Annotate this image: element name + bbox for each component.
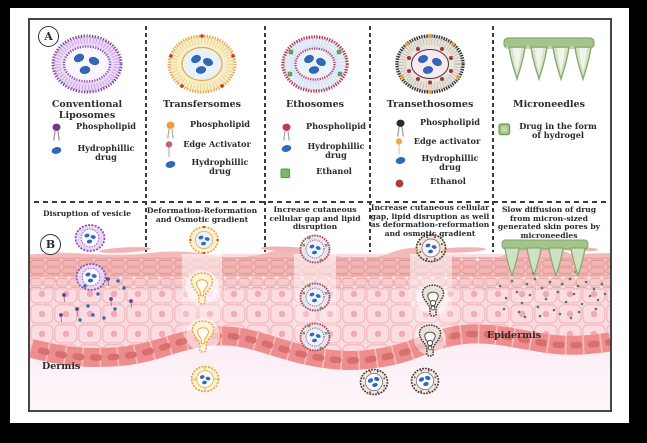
transfersome-deformed-upper	[185, 270, 219, 305]
column-title-microneedles: Microneedles	[513, 99, 585, 110]
conventional-liposome-surface	[74, 224, 106, 252]
legend-row: Phospholipid	[280, 122, 374, 143]
transfersome-deformed-lower	[186, 318, 220, 353]
hydrophilic-drug-icon	[165, 160, 176, 169]
phospholipid-pin-icon	[282, 123, 291, 141]
legend-row: Hydrophillic drug	[280, 142, 374, 160]
transethosome-deformed-upper	[417, 283, 449, 317]
diffused-drug-particles	[498, 271, 607, 320]
column-divider	[145, 26, 147, 252]
column-divider	[264, 26, 266, 252]
panel-b-label: B	[45, 238, 56, 251]
phospholipid-pin-icon	[52, 123, 61, 141]
legend-label: Hydrophillic drug	[421, 153, 479, 172]
legend-label: Phospholipid	[419, 117, 481, 127]
column-divider	[492, 26, 494, 252]
epidermis-label: Epidermis	[486, 330, 542, 341]
edge-activator-icon	[395, 138, 403, 154]
legend-label: Ethanol	[430, 176, 466, 186]
legend-row: Drug in the form of hydrogel	[498, 122, 600, 140]
legend-label: Hydrophillic drug	[307, 141, 365, 160]
panel-a-label: A	[44, 30, 53, 43]
legend-row: Phospholipid	[164, 120, 258, 141]
transethosome-surface	[415, 233, 447, 263]
mechanism-microneedles: Slow diffusion of drug from micron-sized…	[497, 205, 601, 240]
legend-label: Edge activator	[413, 136, 481, 146]
hydrophilic-drug-icon	[51, 146, 62, 155]
figure-canvas: A B	[10, 8, 629, 423]
phospholipid-pin-icon	[396, 119, 405, 137]
legend-label: Ethanol	[316, 166, 352, 176]
phospholipid-pin-icon	[166, 121, 175, 139]
transfersome-diagram	[167, 34, 237, 94]
legend-label: Hydrophillic drug	[77, 143, 135, 162]
microneedle-array-inserted	[501, 239, 589, 277]
edge-activator-icon	[165, 141, 173, 157]
column-divider	[369, 26, 371, 252]
legend-row: Hydrophillic drug	[394, 154, 488, 172]
legend-row: Edge activator	[394, 137, 485, 156]
mechanism-ethosomes: Increase cutaneous cellular gap and lipi…	[269, 205, 361, 232]
ethosome-lower-epidermis	[299, 322, 331, 352]
legend-row: Phospholipid	[50, 122, 144, 143]
legend-row: Hydrophillic drug	[50, 144, 144, 162]
legend-label: Edge Activator	[183, 139, 251, 149]
legend-label: Phospholipid	[305, 121, 367, 131]
column-title-transfersomes: Transfersomes	[162, 99, 242, 110]
transethosome-diagram	[395, 34, 465, 94]
skin-cross-section	[30, 224, 610, 410]
transfersome-surface	[189, 225, 219, 255]
mechanism-transfersomes: Deformation-Reformation and Osmotic grad…	[146, 206, 258, 224]
legend-label: Hydrophillic drug	[191, 157, 249, 176]
mechanism-transethosomes: Increase cutaneous cellular gap, lipid d…	[370, 203, 490, 238]
legend-label: Phospholipid	[75, 121, 137, 131]
legend-row: Hydrophillic drug	[164, 158, 258, 176]
hydrogel-square-icon	[498, 123, 511, 136]
disrupted-vesicle-debris	[59, 277, 133, 323]
hydrophilic-drug-icon	[395, 156, 406, 165]
hydrophilic-drug-icon	[281, 144, 292, 153]
dermis-label: Dermis	[42, 361, 81, 372]
conventional-liposome-in-skin	[75, 263, 107, 291]
transfersome-in-dermis	[190, 365, 220, 393]
legend-label: Phospholipid	[189, 119, 251, 129]
transethosome-in-dermis	[410, 367, 440, 395]
panel-a-badge: A	[38, 26, 59, 47]
column-title-ethosomes: Ethosomes	[285, 99, 344, 110]
basal-layer	[30, 324, 610, 370]
figure-frame: A B	[28, 18, 612, 412]
legend-row: Phospholipid	[394, 118, 488, 139]
conventional-liposome-diagram	[51, 34, 123, 94]
panel-b-badge: B	[40, 234, 61, 255]
ethosome-mid-epidermis	[299, 282, 331, 312]
legend-row: Edge Activator	[164, 140, 255, 159]
ethosome-surface	[299, 234, 331, 264]
legend-label: Drug in the form of hydrogel	[519, 121, 597, 140]
legend-row: Ethanol	[280, 167, 372, 179]
column-title-conventional-liposomes: Conventional Liposomes	[51, 99, 123, 121]
ethosome-diagram	[281, 35, 349, 93]
column-title-transethosomes: Transethosomes	[386, 99, 474, 110]
ethanol-dot-icon	[395, 179, 404, 188]
legend-row: Ethanol	[394, 177, 486, 189]
panel-separator	[34, 201, 606, 203]
microneedle-array-diagram	[503, 37, 595, 82]
transethosome-in-dermis	[359, 368, 389, 396]
mechanism-conventional: Disruption of vesicle	[43, 209, 131, 218]
transethosome-deformed-lower	[414, 323, 446, 357]
ethanol-square-icon	[280, 168, 291, 179]
